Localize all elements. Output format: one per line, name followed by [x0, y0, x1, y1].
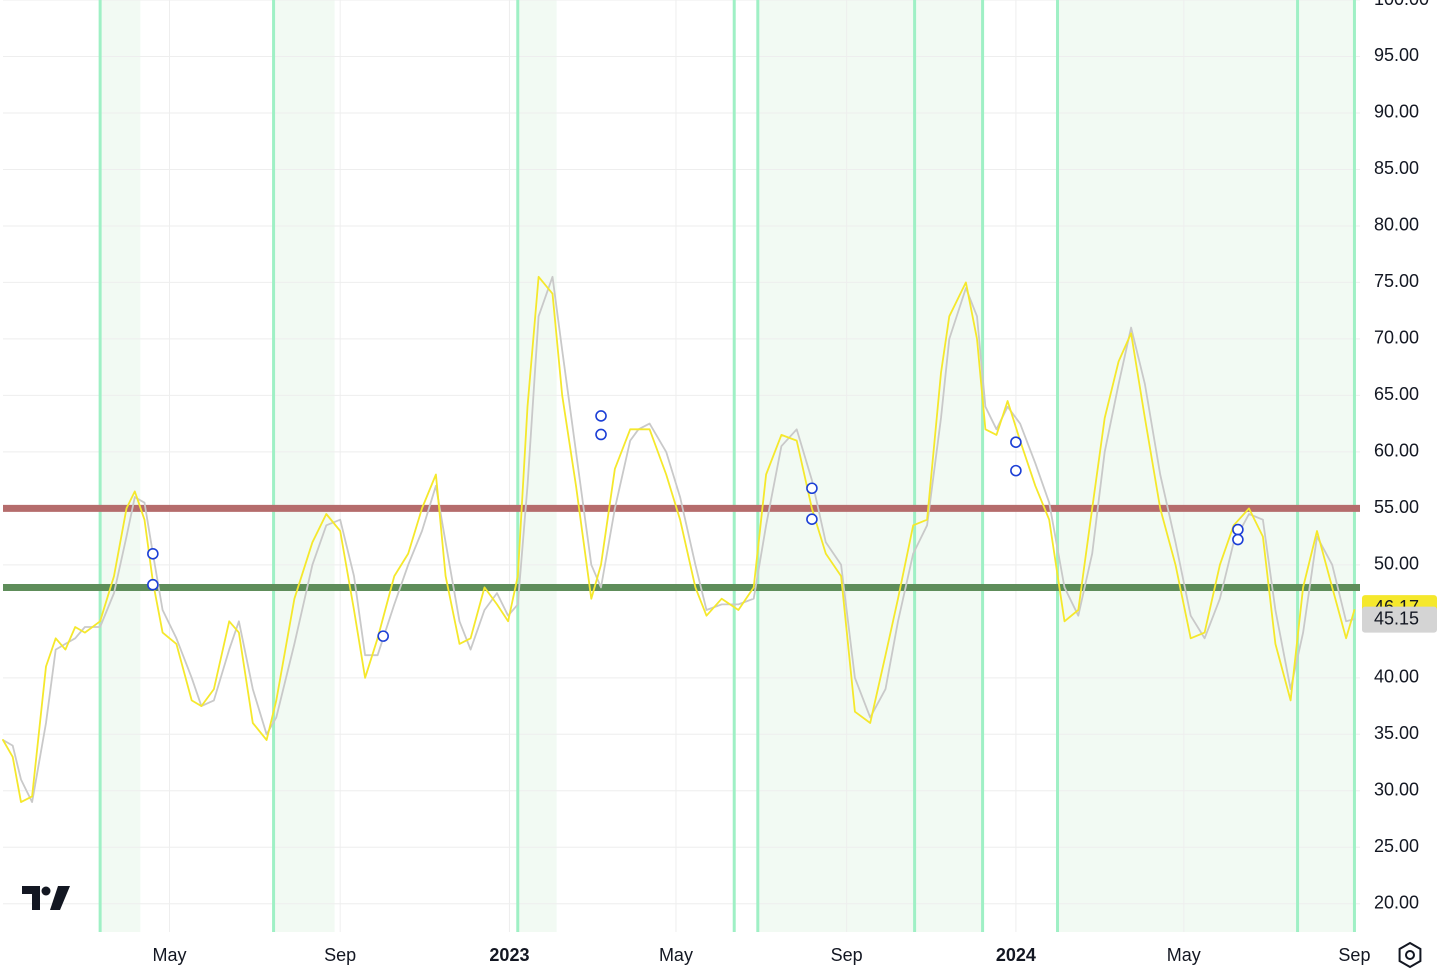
x-tick-label: 2024: [996, 945, 1036, 965]
shaded-range: [1297, 0, 1355, 932]
x-tick-label: Sep: [831, 945, 863, 965]
settings-gear-icon[interactable]: [1395, 940, 1425, 970]
y-tick-label: 90.00: [1374, 102, 1419, 122]
x-tick-label: May: [152, 945, 186, 965]
y-tick-label: 85.00: [1374, 158, 1419, 178]
y-tick-label: 25.00: [1374, 836, 1419, 856]
tradingview-logo-icon: [22, 886, 70, 910]
signal-markers: [147, 410, 1244, 642]
y-tick-label: 80.00: [1374, 215, 1419, 235]
y-tick-label: 60.00: [1374, 441, 1419, 461]
x-tick-label: May: [1167, 945, 1201, 965]
last-value-label: 45.15: [1374, 608, 1419, 628]
signal-marker: [806, 513, 818, 526]
shaded-range: [100, 0, 141, 932]
x-axis-ticks: May Sep 2023 May Sep 2024 May Sep: [152, 945, 1370, 965]
signal-marker: [595, 428, 607, 441]
vertical-signal-lines: [98, 0, 1356, 932]
y-tick-label: 55.00: [1374, 497, 1419, 517]
y-tick-label: 35.00: [1374, 723, 1419, 743]
signal-marker: [1232, 533, 1244, 546]
y-axis-ticks: 100.00 95.00 90.00 85.00 80.00 75.00 70.00 65.0…: [1374, 0, 1429, 913]
signal-marker: [806, 482, 818, 495]
x-tick-label: 2023: [489, 945, 529, 965]
shaded-range: [1057, 0, 1298, 932]
last-value-badge: [1362, 606, 1437, 633]
signal-marker: [147, 547, 159, 560]
signal-marker: [595, 410, 607, 422]
y-tick-label: 65.00: [1374, 384, 1419, 404]
last-value-labels: 46.1745.15: [1362, 595, 1437, 633]
horizontal-levels: [3, 504, 1360, 591]
x-tick-label: Sep: [324, 945, 356, 965]
shaded-range: [914, 0, 983, 932]
y-tick-label: 75.00: [1374, 271, 1419, 291]
y-tick-label: 95.00: [1374, 45, 1419, 65]
signal-marker: [1010, 464, 1022, 477]
y-tick-label: 20.00: [1374, 893, 1419, 913]
x-tick-label: Sep: [1338, 945, 1370, 965]
signal-marker: [1010, 436, 1022, 448]
signal-marker: [377, 630, 389, 642]
signal-marker: [147, 578, 159, 591]
signal-marker: [1232, 523, 1244, 536]
y-tick-label: 100.00: [1374, 0, 1429, 9]
y-tick-label: 40.00: [1374, 667, 1419, 687]
x-tick-label: May: [659, 945, 693, 965]
y-tick-label: 50.00: [1374, 554, 1419, 574]
y-tick-label: 30.00: [1374, 780, 1419, 800]
y-tick-label: 70.00: [1374, 328, 1419, 348]
shaded-ranges: [100, 0, 1355, 932]
shaded-range: [757, 0, 915, 932]
series-line: [2, 275, 1356, 803]
shaded-range: [273, 0, 335, 932]
series-lines: [2, 275, 1356, 803]
